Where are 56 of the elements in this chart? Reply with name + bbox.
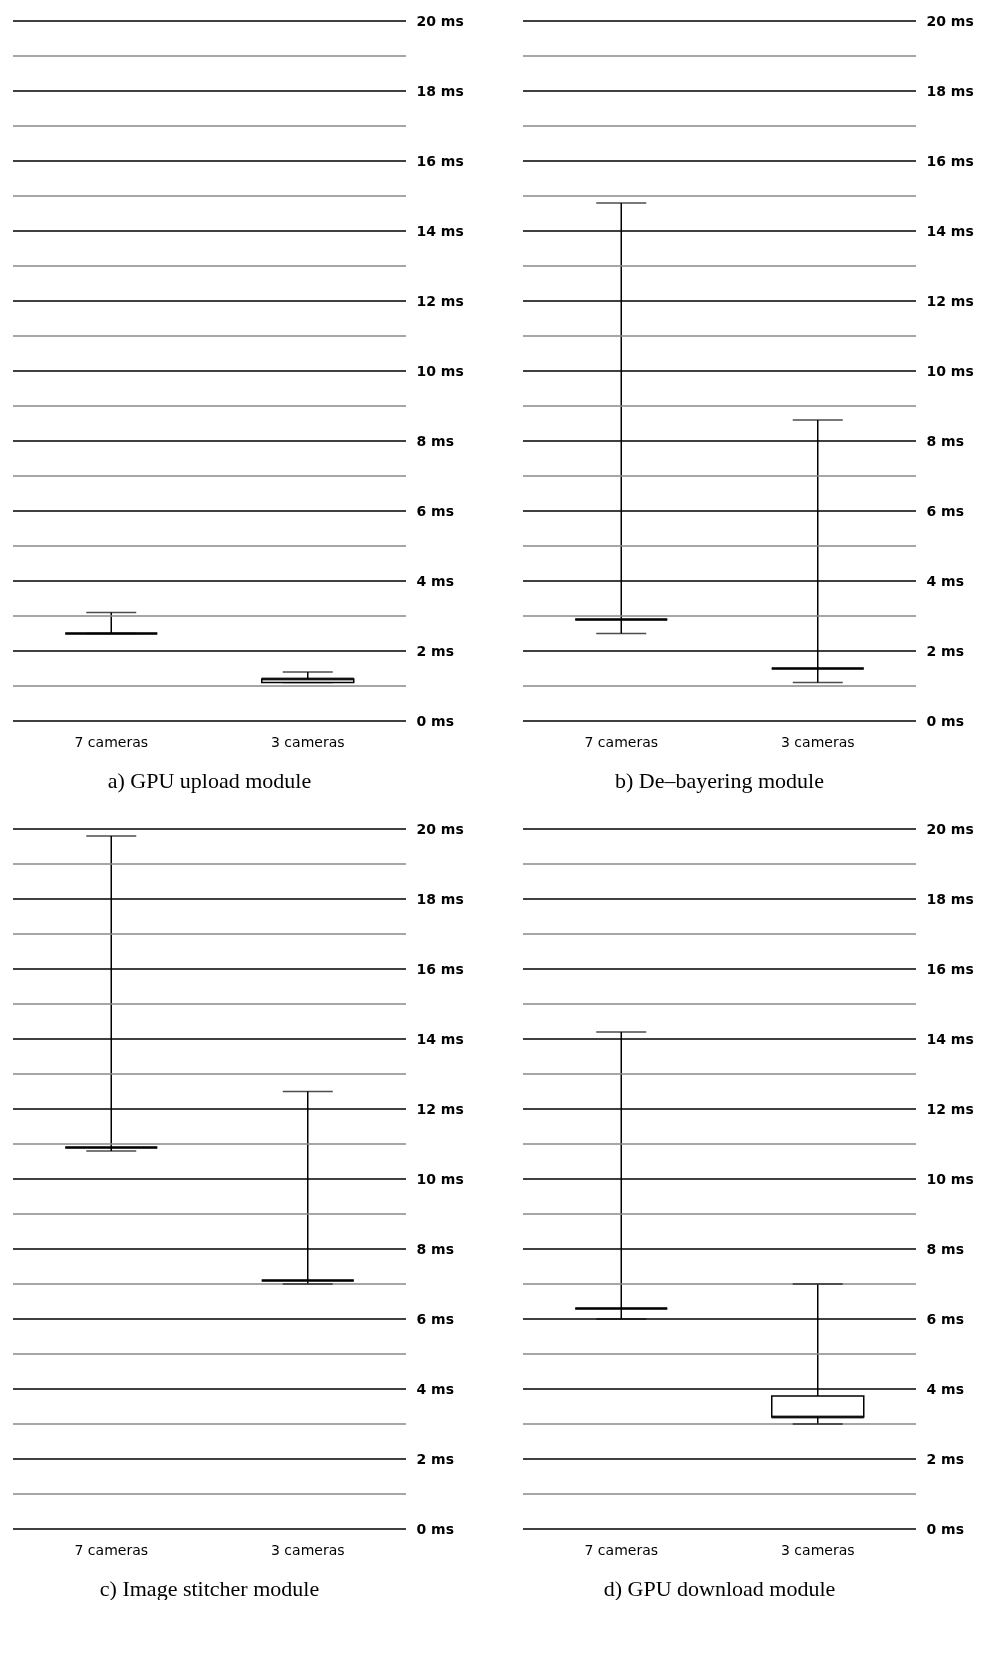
y-tick-label: 0 ms — [416, 1520, 455, 1537]
y-tick-label: 16 ms — [926, 152, 974, 169]
y-tick-label: 16 ms — [926, 960, 974, 977]
x-tick-label: 3 cameras — [780, 733, 855, 750]
y-tick-label: 4 ms — [416, 1380, 455, 1397]
y-tick-label: 2 ms — [926, 642, 965, 659]
x-tick-label: 7 cameras — [74, 1541, 149, 1558]
text: b) De–bayering module — [615, 768, 824, 793]
y-tick-label: 2 ms — [926, 1450, 965, 1467]
text: d) GPU download module — [603, 1576, 836, 1601]
x-tick-label: 3 cameras — [270, 733, 345, 750]
y-tick-label: 2 ms — [416, 1450, 455, 1467]
y-tick-label: 12 ms — [926, 292, 974, 309]
y-tick-label: 12 ms — [416, 292, 464, 309]
y-tick-label: 8 ms — [416, 1240, 455, 1257]
y-tick-label: 20 ms — [416, 12, 464, 29]
y-tick-label: 10 ms — [416, 362, 464, 379]
y-tick-label: 8 ms — [926, 432, 965, 449]
y-tick-label: 20 ms — [926, 820, 974, 837]
y-tick-label: 4 ms — [926, 572, 965, 589]
y-tick-label: 16 ms — [416, 960, 464, 977]
y-tick-label: 16 ms — [416, 152, 464, 169]
x-tick-label: 3 cameras — [780, 1541, 855, 1558]
y-tick-label: 20 ms — [926, 12, 974, 29]
y-tick-label: 18 ms — [416, 890, 464, 907]
y-tick-label: 6 ms — [416, 1310, 455, 1327]
y-tick-label: 14 ms — [926, 222, 974, 239]
y-tick-label: 12 ms — [926, 1100, 974, 1117]
x-tick-label: 7 cameras — [74, 733, 149, 750]
y-tick-label: 8 ms — [416, 432, 455, 449]
y-tick-label: 12 ms — [416, 1100, 464, 1117]
text: a) GPU upload module — [107, 768, 312, 793]
y-tick-label: 14 ms — [926, 1030, 974, 1047]
y-tick-label: 8 ms — [926, 1240, 965, 1257]
y-tick-label: 18 ms — [926, 82, 974, 99]
y-tick-label: 0 ms — [416, 712, 455, 729]
y-tick-label: 6 ms — [926, 502, 965, 519]
y-tick-label: 14 ms — [416, 1030, 464, 1047]
y-tick-label: 18 ms — [926, 890, 974, 907]
y-tick-label: 4 ms — [926, 1380, 965, 1397]
y-tick-label: 6 ms — [416, 502, 455, 519]
y-tick-label: 4 ms — [416, 572, 455, 589]
y-tick-label: 10 ms — [926, 362, 974, 379]
text: c) Image stitcher module — [99, 1576, 320, 1601]
y-tick-label: 0 ms — [926, 712, 965, 729]
y-tick-label: 10 ms — [416, 1170, 464, 1187]
y-tick-label: 0 ms — [926, 1520, 965, 1537]
y-tick-label: 6 ms — [926, 1310, 965, 1327]
y-tick-label: 18 ms — [416, 82, 464, 99]
y-tick-label: 20 ms — [416, 820, 464, 837]
y-tick-label: 10 ms — [926, 1170, 974, 1187]
y-tick-label: 2 ms — [416, 642, 455, 659]
x-tick-label: 7 cameras — [584, 1541, 659, 1558]
x-tick-label: 3 cameras — [270, 1541, 345, 1558]
y-tick-label: 14 ms — [416, 222, 464, 239]
x-tick-label: 7 cameras — [584, 733, 659, 750]
